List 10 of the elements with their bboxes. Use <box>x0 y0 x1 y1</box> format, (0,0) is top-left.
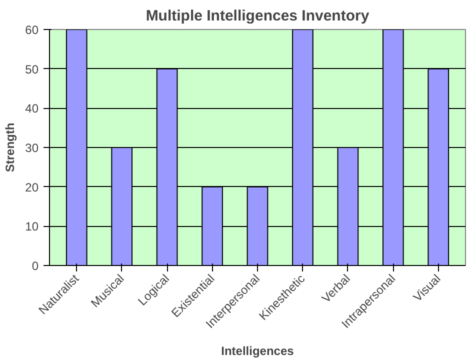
x-axis-title: Intelligences <box>221 344 294 358</box>
y-tick-label: 20 <box>25 180 39 194</box>
y-tick-label: 40 <box>25 102 39 116</box>
y-tick-label: 0 <box>32 259 39 273</box>
y-tick-label: 30 <box>25 141 39 155</box>
chart-title: Multiple Intelligences Inventory <box>146 8 370 24</box>
y-tick-label: 60 <box>25 23 39 37</box>
y-tick-label: 50 <box>25 62 39 76</box>
y-tick-label: 10 <box>25 220 39 234</box>
y-axis-title: Strength <box>3 122 18 172</box>
